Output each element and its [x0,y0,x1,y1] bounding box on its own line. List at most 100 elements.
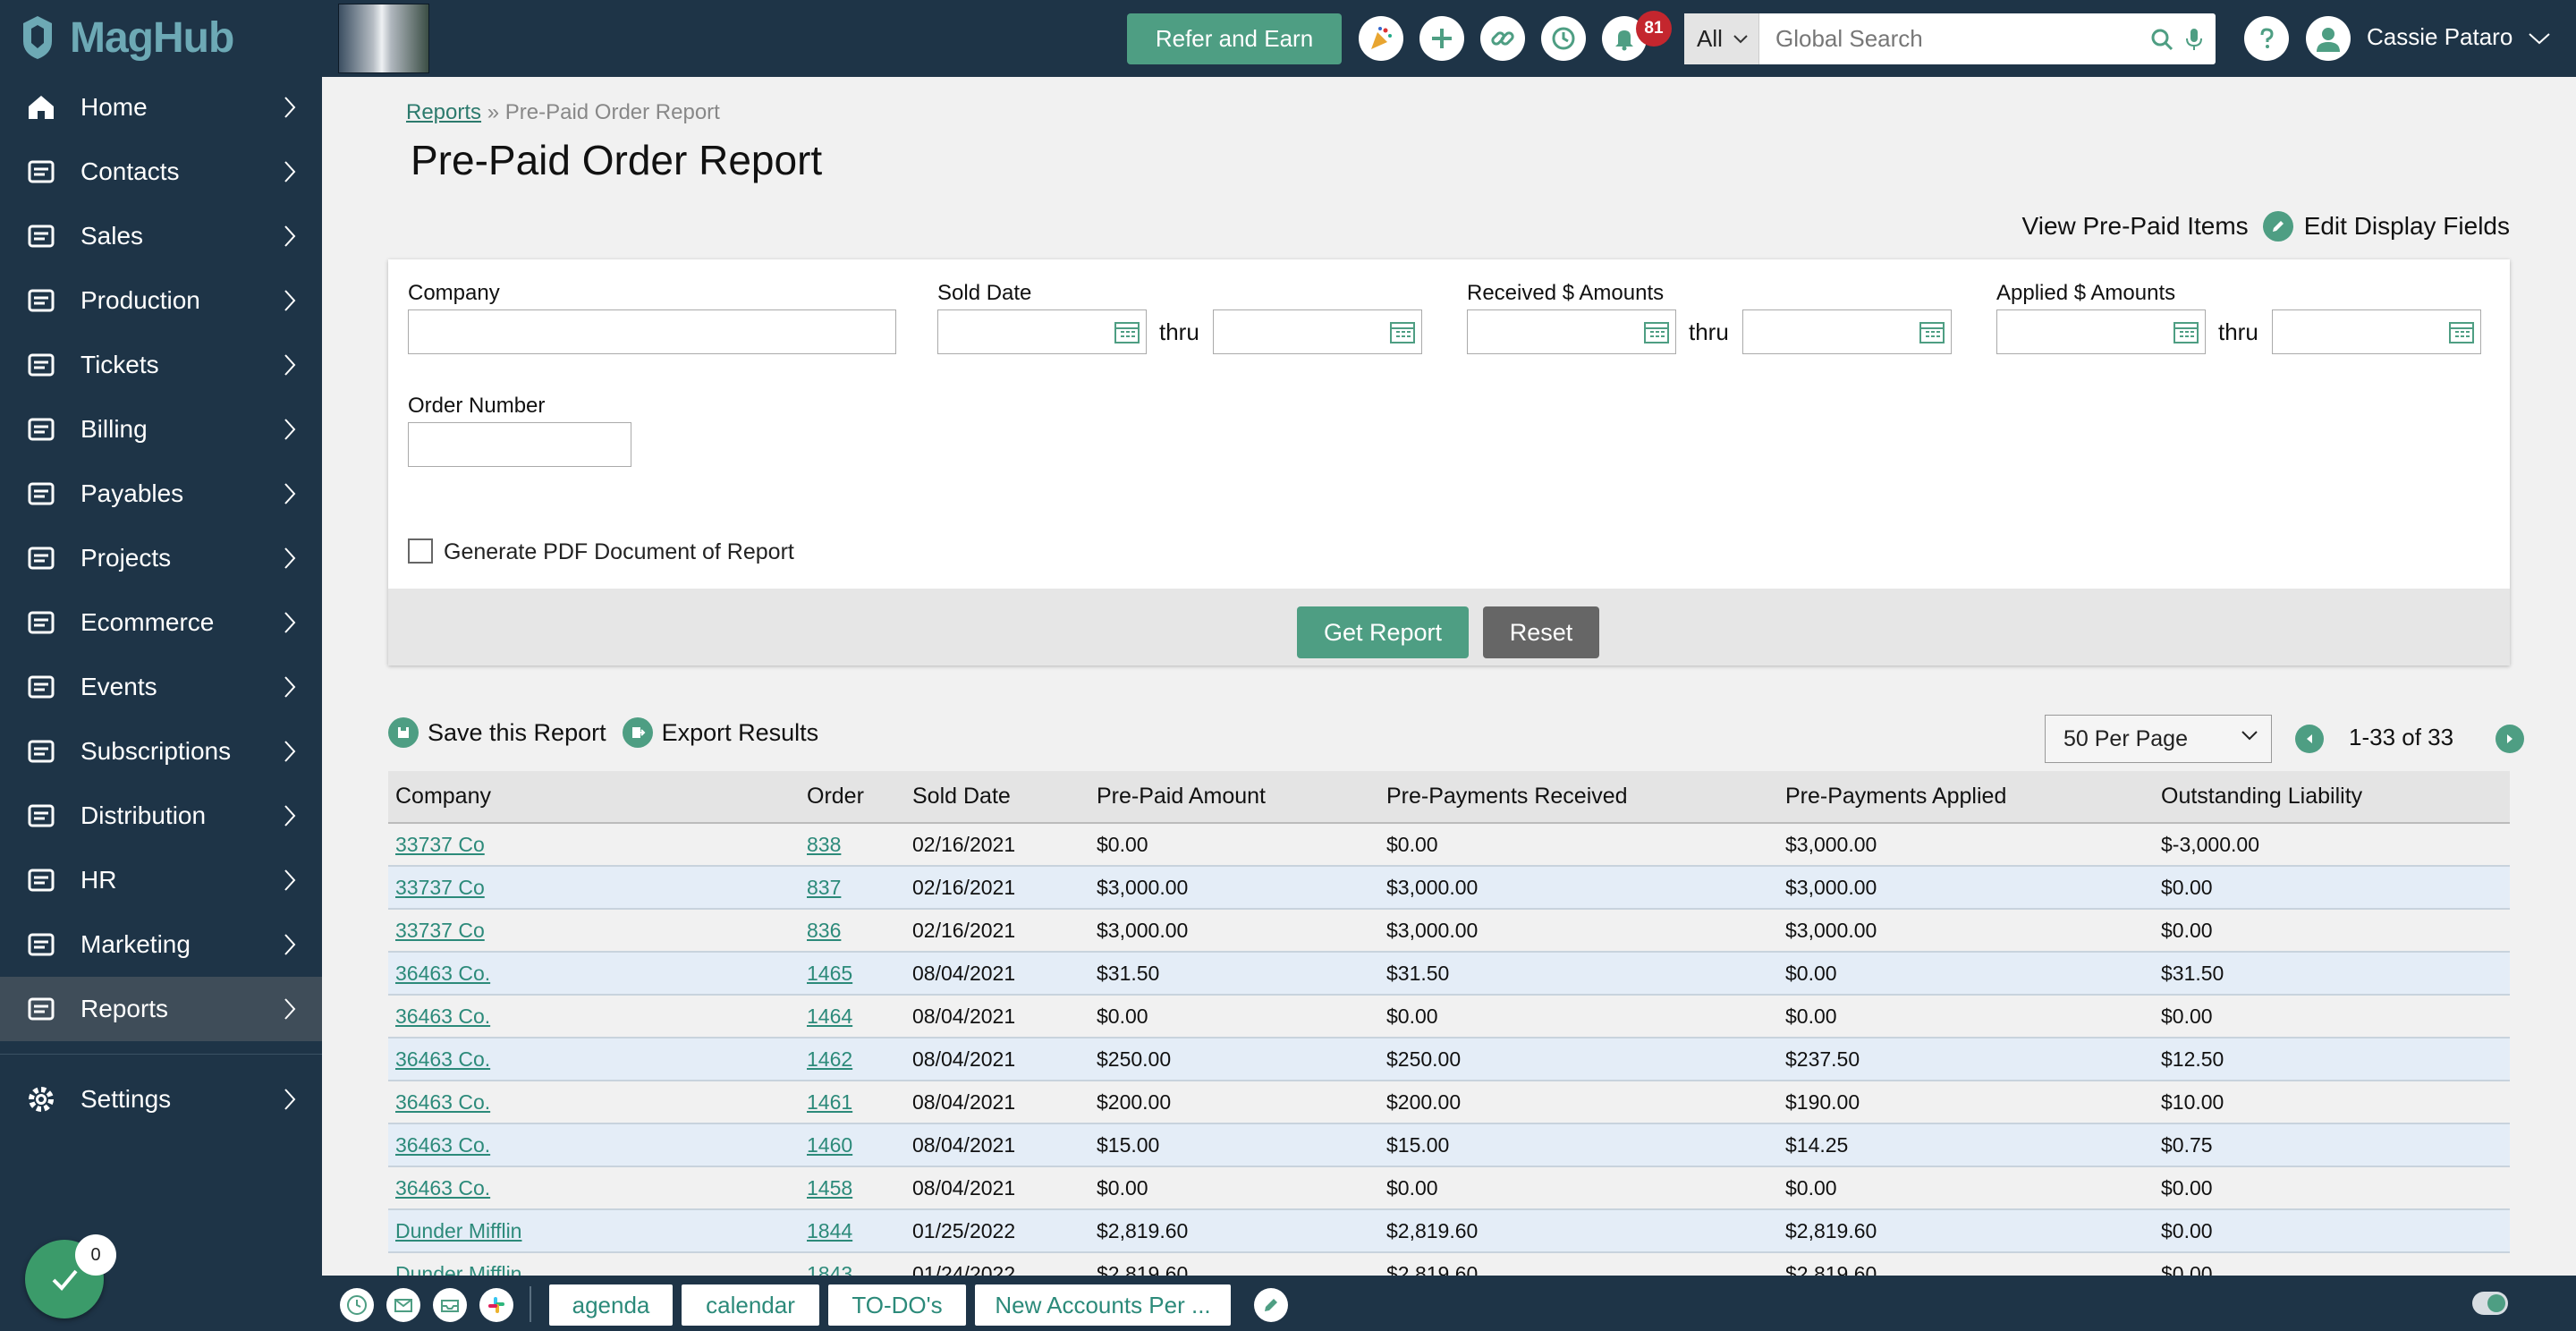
edit-display-fields-link[interactable]: Edit Display Fields [2262,211,2510,242]
applied-to-input[interactable] [2272,309,2481,354]
global-search-input[interactable] [1759,13,2149,64]
company-link[interactable]: 36463 Co. [395,1004,491,1028]
sidebar-item-distribution[interactable]: Distribution [0,784,322,848]
sidebar-item-home[interactable]: Home [0,75,322,140]
slack-icon[interactable] [479,1288,513,1322]
party-icon[interactable] [1359,16,1403,61]
history-icon[interactable] [1541,16,1586,61]
column-header[interactable]: Outstanding Liability [2154,771,2510,824]
link-icon[interactable] [1480,16,1525,61]
company-link[interactable]: 33737 Co [395,875,485,899]
sidebar-item-hr[interactable]: HR [0,848,322,912]
add-icon[interactable] [1419,16,1464,61]
sold-date-from-input[interactable] [937,309,1147,354]
received-from-input[interactable] [1467,309,1676,354]
column-header[interactable]: Order [800,771,905,824]
user-menu[interactable]: Cassie Pataro [2367,23,2550,51]
breadcrumb-reports-link[interactable]: Reports [406,100,482,124]
sidebar-item-sales[interactable]: Sales [0,204,322,268]
calendar-icon[interactable] [1644,320,1669,343]
column-header[interactable]: Company [388,771,800,824]
company-link[interactable]: 36463 Co. [395,1047,491,1071]
next-page-icon[interactable] [2496,725,2524,753]
save-report-button[interactable]: Save this Report [388,717,606,748]
received-to-input[interactable] [1742,309,1952,354]
user-avatar[interactable] [2306,16,2351,61]
sidebar-item-projects[interactable]: Projects [0,526,322,590]
theme-toggle[interactable] [2472,1292,2508,1315]
maghub-logo[interactable]: MagHub [20,5,234,70]
sidebar-item-label: Marketing [80,930,191,958]
sold-date-to-input[interactable] [1213,309,1422,354]
calendar-icon[interactable] [2449,320,2474,343]
help-icon[interactable] [2244,16,2289,61]
company-link[interactable]: Dunder Mifflin [395,1261,522,1276]
waterfall-thumbnail[interactable] [338,4,429,73]
order-link[interactable]: 1458 [807,1175,853,1200]
company-link[interactable]: 33737 Co [395,918,485,942]
edit-tabs-icon[interactable] [1254,1288,1288,1322]
calendar-icon[interactable] [1114,320,1140,343]
sidebar-item-ecommerce[interactable]: Ecommerce [0,590,322,655]
company-input[interactable] [408,309,896,354]
truck-icon [23,798,59,834]
column-header[interactable]: Pre-Payments Received [1379,771,1778,824]
new-accounts-tab[interactable]: New Accounts Per ... [975,1284,1231,1326]
calendar-icon[interactable] [1919,320,1945,343]
refer-and-earn-button[interactable]: Refer and Earn [1127,13,1342,64]
table-cell: 08/04/2021 [905,1166,1089,1210]
sidebar-item-billing[interactable]: Billing [0,397,322,462]
company-link[interactable]: 36463 Co. [395,1132,491,1157]
order-link[interactable]: 1843 [807,1261,853,1276]
export-results-button[interactable]: Export Results [622,717,818,748]
sidebar-item-tickets[interactable]: Tickets [0,333,322,397]
order-link[interactable]: 836 [807,918,842,942]
calendar-icon[interactable] [1390,320,1415,343]
column-header[interactable]: Pre-Payments Applied [1778,771,2154,824]
sidebar-item-settings[interactable]: Settings [0,1067,322,1132]
order-link[interactable]: 838 [807,832,842,856]
inbox-icon[interactable] [433,1288,467,1322]
column-header[interactable]: Sold Date [905,771,1089,824]
todos-tab[interactable]: TO-DO's [828,1284,966,1326]
order-link[interactable]: 837 [807,875,842,899]
microphone-icon[interactable] [2185,27,2203,52]
table-cell: 01/24/2022 [905,1252,1089,1276]
order-link[interactable]: 1464 [807,1004,853,1028]
calendar-tab[interactable]: calendar [682,1284,819,1326]
order-link[interactable]: 1460 [807,1132,853,1157]
applied-from-input[interactable] [1996,309,2206,354]
company-link[interactable]: 36463 Co. [395,961,491,985]
sidebar-item-subscriptions[interactable]: Subscriptions [0,719,322,784]
sidebar-item-payables[interactable]: Payables [0,462,322,526]
company-link[interactable]: 36463 Co. [395,1089,491,1114]
per-page-select[interactable]: 50 Per Page [2045,715,2272,763]
agenda-tab[interactable]: agenda [549,1284,673,1326]
generate-pdf-checkbox[interactable] [408,538,433,564]
email-icon[interactable] [386,1288,420,1322]
reset-button[interactable]: Reset [1483,606,1599,658]
company-link[interactable]: 33737 Co [395,832,485,856]
company-link[interactable]: Dunder Mifflin [395,1218,522,1242]
sidebar-item-events[interactable]: Events [0,655,322,719]
sidebar-item-production[interactable]: Production [0,268,322,333]
order-link[interactable]: 1465 [807,961,853,985]
order-link[interactable]: 1844 [807,1218,853,1242]
get-report-button[interactable]: Get Report [1297,606,1469,658]
company-link[interactable]: 36463 Co. [395,1175,491,1200]
sidebar-item-reports[interactable]: Reports [0,977,322,1041]
order-number-input[interactable] [408,422,631,467]
sidebar-item-contacts[interactable]: Contacts [0,140,322,204]
calendar-icon[interactable] [2174,320,2199,343]
previous-page-icon[interactable] [2295,725,2324,753]
order-link[interactable]: 1462 [807,1047,853,1071]
clock-icon[interactable] [340,1288,374,1322]
search-icon[interactable] [2149,27,2174,52]
column-header[interactable]: Pre-Paid Amount [1089,771,1379,824]
view-prepaid-items-link[interactable]: View Pre-Paid Items [2021,212,2249,240]
table-cell: $3,000.00 [1089,866,1379,910]
sidebar-item-marketing[interactable]: Marketing [0,912,322,977]
order-link[interactable]: 1461 [807,1089,853,1114]
table-cell: $0.00 [2154,1209,2510,1253]
search-scope-select[interactable]: All [1684,13,1759,64]
